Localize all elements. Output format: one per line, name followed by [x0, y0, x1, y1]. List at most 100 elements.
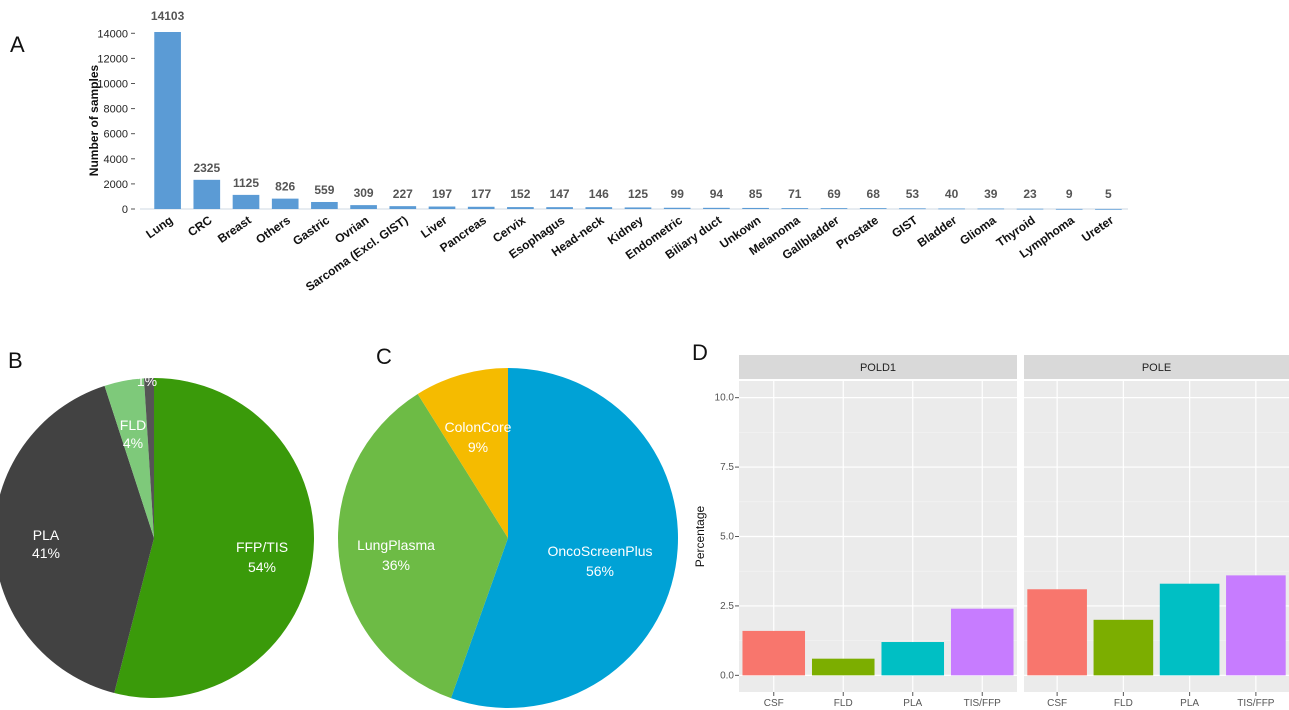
x-category-label: TIS/FFP [964, 698, 1002, 709]
x-category-label: Lung [143, 213, 175, 241]
bar-cervix [507, 207, 534, 209]
bar-value-label: 2325 [193, 161, 220, 175]
panel-letter-a: A [10, 32, 25, 57]
y-tick-label: 2.5 [720, 601, 734, 612]
bar-value-label: 69 [827, 187, 841, 201]
bar-endometric [663, 207, 691, 209]
bar-pold1-csf [742, 630, 806, 676]
pie-label-name: FFP/TIS [236, 539, 288, 555]
bar-pole-pla [1159, 583, 1220, 676]
x-category-label: CSF [1047, 698, 1067, 709]
panel-letter-c: C [376, 344, 392, 369]
panel-letter-d: D [692, 340, 708, 365]
bar-value-label: 177 [471, 187, 491, 201]
bar-thyroid [1016, 208, 1044, 210]
pie-label-percent: 56% [586, 563, 614, 579]
bar-value-label: 1125 [233, 176, 259, 190]
panel-b-pie-chart: FFP/TIS 54% PLA 41% FLD 4% CSF 1% [0, 355, 314, 698]
bar-sarcoma-excl-gist- [389, 206, 417, 209]
facet-label: POLD1 [860, 362, 896, 374]
bar-value-label: 71 [788, 187, 802, 201]
facet-strip [1024, 355, 1289, 379]
y-axis-title: Percentage [693, 505, 707, 567]
pie-label-percent: 41% [32, 545, 60, 561]
bar-value-label: 14103 [151, 9, 185, 23]
x-category-label: Liver [418, 213, 450, 241]
pie-label-percent: 36% [382, 557, 410, 573]
bar-pold1-pla [881, 642, 945, 676]
bar-pold1-tis-ffp [950, 608, 1014, 676]
bar-prostate [859, 208, 887, 209]
bar-value-label: 152 [510, 187, 530, 201]
bar-unkown [742, 207, 769, 209]
pie-label-name: FLD [120, 417, 146, 433]
bar-value-label: 23 [1023, 187, 1037, 201]
bar-value-label: 40 [945, 187, 959, 201]
bar-biliary-duct [703, 207, 730, 209]
pie-slice-fld [104, 378, 154, 538]
panel-a-bar-chart: 0 2000 4000 6000 8000 10000 12000 14000 Number o… [87, 9, 1128, 294]
bar-value-label: 85 [749, 187, 763, 201]
y-tick-label: 5.0 [720, 532, 734, 543]
bar-value-label: 309 [354, 186, 374, 200]
x-category-label: PLA [1180, 698, 1199, 709]
y-tick-label: 0 [122, 204, 128, 216]
bar-value-label: 94 [710, 187, 724, 201]
bar-pole-tis-ffp [1226, 575, 1286, 676]
bar-value-label: 559 [314, 183, 334, 197]
pie-label-percent: 4% [123, 435, 143, 451]
y-tick-label: 4000 [104, 154, 128, 166]
y-axis-title: Number of samples [87, 64, 101, 176]
pie-label-name: ColonCore [445, 419, 512, 435]
bar-esophagus [546, 207, 573, 209]
bar-pold1-fld [811, 658, 875, 676]
pie-label-percent: 54% [248, 559, 276, 575]
bar-value-label: 125 [628, 187, 648, 201]
x-category-label: Bladder [915, 213, 960, 250]
bar-head-neck [585, 207, 613, 209]
y-tick-label: 8000 [104, 104, 128, 116]
panel-letter-b: B [8, 348, 23, 373]
y-tick-label: 14000 [97, 28, 128, 40]
pie-label-name: PLA [33, 527, 60, 543]
pie-slice-csf [143, 378, 154, 538]
bar-breast [232, 194, 260, 209]
pie-label-name: LungPlasma [357, 537, 435, 553]
y-tick-label: 6000 [104, 129, 128, 141]
x-category-label: Prostate [834, 213, 882, 252]
x-category-label: Ureter [1079, 213, 1116, 245]
bar-gastric [311, 201, 338, 209]
bar-value-label: 197 [432, 187, 452, 201]
x-category-label: CRC [185, 213, 215, 240]
bar-value-label: 826 [275, 180, 295, 194]
bar-gist [899, 208, 926, 210]
pie-label-percent: 9% [468, 439, 488, 455]
facet-strip [739, 355, 1017, 379]
facet-label: POLE [1142, 362, 1171, 374]
x-category-label: Glioma [957, 213, 999, 248]
y-tick-label: 12000 [97, 53, 128, 65]
x-category-label: GIST [889, 213, 921, 241]
y-tick-label: 7.5 [720, 462, 734, 473]
pie-slice-pla [0, 385, 154, 693]
x-category-label: Gastric [290, 213, 332, 248]
x-category-label: FLD [1114, 698, 1133, 709]
bar-pole-csf [1027, 589, 1087, 676]
bar-bladder [938, 208, 965, 210]
pie-label-name: CSF [133, 355, 161, 371]
bar-value-label: 227 [393, 187, 413, 201]
bar-value-label: 5 [1105, 187, 1112, 201]
bar-value-label: 9 [1066, 187, 1073, 201]
pie-slice-lungplasma [338, 393, 508, 699]
bar-melanoma [781, 208, 809, 209]
bar-kidney [624, 207, 652, 209]
x-category-label: CSF [764, 698, 784, 709]
x-category-label: Breast [215, 213, 254, 246]
x-category-label: Others [253, 213, 293, 247]
bar-value-label: 53 [906, 187, 920, 201]
y-tick-label: 10000 [97, 78, 128, 90]
panel-d-faceted-bar-chart: 0.0 2.5 5.0 7.5 10.0 Percentage POLD1 CSF FLD PLA… [693, 355, 1289, 709]
pie-slice-oncoscreenplus [450, 368, 679, 708]
x-category-label: PLA [903, 698, 922, 709]
